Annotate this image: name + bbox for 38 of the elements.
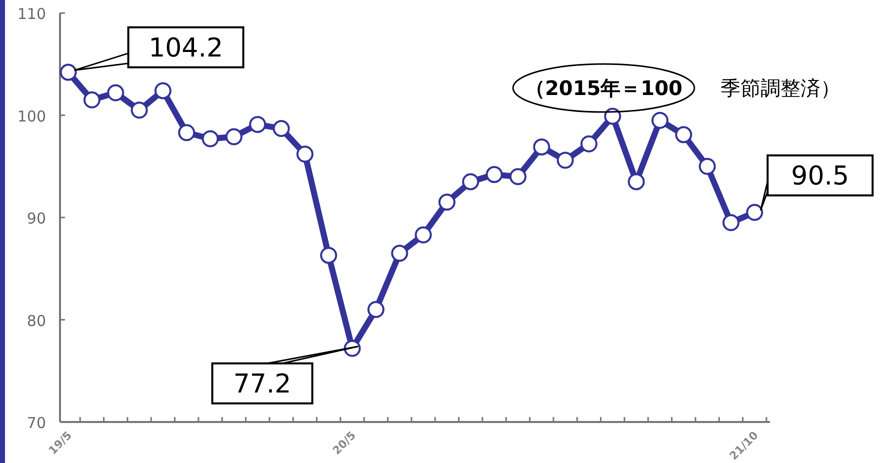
point (580, 135, 598, 152)
point (509, 168, 526, 186)
text: （2015年＝100 季節調整済） (525, 76, 840, 100)
annotation: 104.2 (148, 33, 223, 64)
point (651, 112, 668, 129)
point (272, 120, 290, 138)
point (225, 128, 242, 146)
point (320, 246, 338, 264)
point (107, 84, 124, 102)
point (414, 226, 432, 244)
point (202, 130, 219, 148)
y-tick-label: 110 (17, 5, 46, 23)
annotation: 77.2 (233, 369, 292, 400)
point (296, 146, 314, 163)
point (438, 194, 456, 211)
point (60, 64, 77, 81)
point (83, 91, 100, 108)
point (556, 152, 574, 169)
point (722, 214, 740, 232)
point (249, 116, 266, 133)
point (154, 82, 172, 100)
point (391, 244, 408, 262)
annotation: 90.5 (791, 161, 850, 192)
point (628, 173, 645, 190)
point (130, 102, 148, 119)
point (604, 108, 622, 125)
point (178, 124, 196, 142)
y-tick-label: 100 (17, 107, 46, 126)
point (675, 126, 692, 144)
point (486, 166, 503, 184)
point (462, 173, 480, 190)
point (746, 204, 764, 221)
y-tick-label: 90 (26, 210, 46, 228)
point (367, 301, 384, 318)
point (533, 138, 550, 156)
y-tick-label: 80 (26, 312, 46, 330)
y-tick-label: 70 (26, 414, 46, 432)
point (698, 158, 716, 175)
